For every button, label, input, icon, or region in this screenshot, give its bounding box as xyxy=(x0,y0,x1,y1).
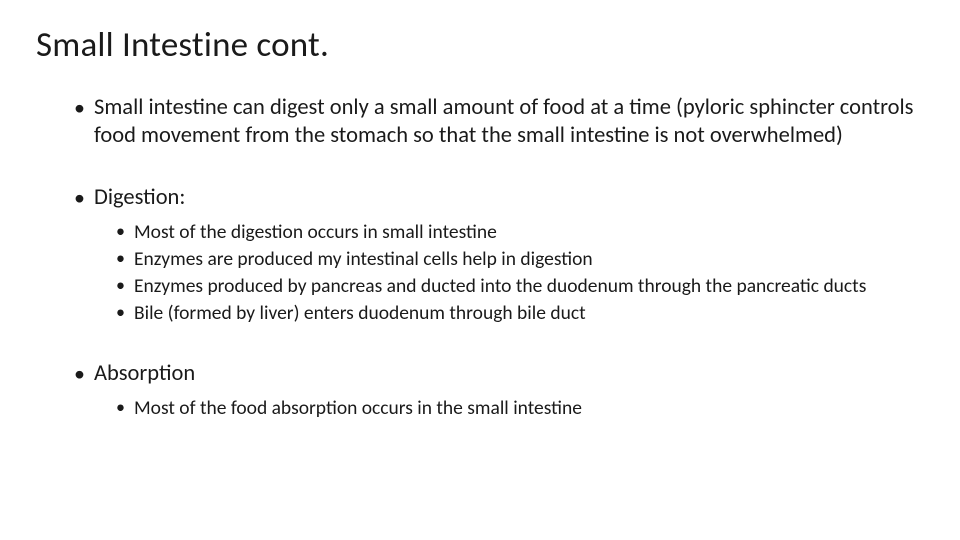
bullet-list-level2: Most of the digestion occurs in small in… xyxy=(94,220,924,326)
bullet-list-level2: Most of the food absorption occurs in th… xyxy=(94,396,924,421)
bullet-text: Small intestine can digest only a small … xyxy=(94,94,913,149)
sub-bullet-text: Most of the digestion occurs in small in… xyxy=(134,220,497,244)
sub-bullet-item: Enzymes are produced my intestinal cells… xyxy=(116,247,924,272)
sub-bullet-text: Enzymes are produced my intestinal cells… xyxy=(134,247,593,271)
sub-bullet-text: Bile (formed by liver) enters duodenum t… xyxy=(134,301,586,325)
slide-content: Small intestine can digest only a small … xyxy=(36,94,924,421)
sub-bullet-item: Bile (formed by liver) enters duodenum t… xyxy=(116,301,924,326)
sub-bullet-item: Most of the food absorption occurs in th… xyxy=(116,396,924,421)
bullet-text: Digestion: xyxy=(94,184,185,211)
slide-title: Small Intestine cont. xyxy=(36,24,924,66)
sub-bullet-item: Enzymes produced by pancreas and ducted … xyxy=(116,274,924,299)
bullet-text: Absorption xyxy=(94,360,195,387)
sub-bullet-text: Most of the food absorption occurs in th… xyxy=(134,396,582,420)
sub-bullet-item: Most of the digestion occurs in small in… xyxy=(116,220,924,245)
bullet-item: Absorption Most of the food absorption o… xyxy=(74,360,924,421)
slide-container: Small Intestine cont. Small intestine ca… xyxy=(0,0,960,475)
sub-bullet-text: Enzymes produced by pancreas and ducted … xyxy=(134,274,866,298)
bullet-item: Digestion: Most of the digestion occurs … xyxy=(74,184,924,326)
bullet-item: Small intestine can digest only a small … xyxy=(74,94,924,150)
bullet-list-level1: Small intestine can digest only a small … xyxy=(74,94,924,421)
